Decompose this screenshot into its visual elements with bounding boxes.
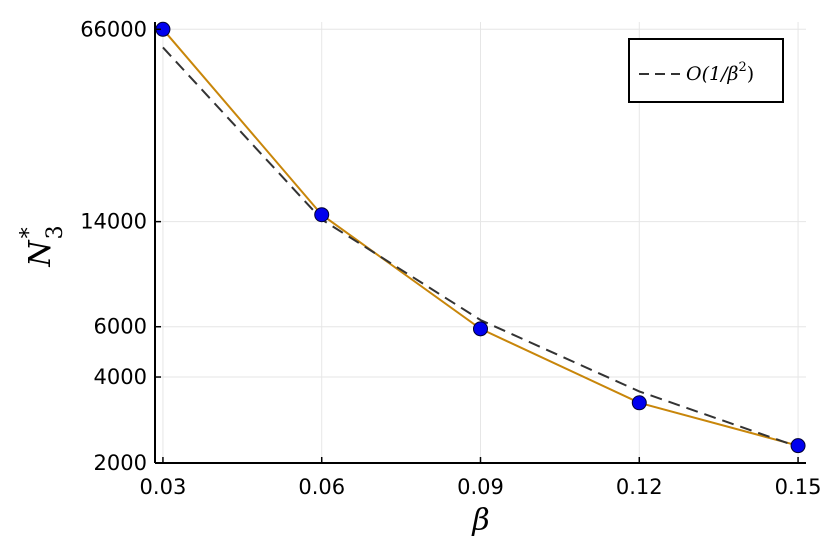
y-axis-label-sub: 3 <box>43 225 68 239</box>
x-tick-label: 0.09 <box>457 475 504 499</box>
x-tick-label: 0.12 <box>616 475 663 499</box>
legend: O(1/β2) <box>628 38 784 103</box>
data-point <box>314 207 330 223</box>
legend-label: O(1/β2) <box>686 60 754 85</box>
x-axis-label: β <box>471 503 489 538</box>
data-point <box>631 395 647 411</box>
x-tick-label: 0.03 <box>140 475 187 499</box>
y-tick-label: 66000 <box>80 17 147 41</box>
y-tick-label: 14000 <box>80 210 147 234</box>
y-axis-label-base: N <box>23 239 58 268</box>
x-tick-label: 0.06 <box>298 475 345 499</box>
data-point <box>790 438 806 454</box>
series-line-reference <box>162 46 799 448</box>
x-tick-label: 0.15 <box>775 475 822 499</box>
y-tick-label: 2000 <box>94 451 147 475</box>
legend-box <box>628 38 784 103</box>
y-axis-label: N*3 <box>17 225 68 267</box>
y-axis-label-sup: * <box>17 227 42 238</box>
grid <box>155 22 806 464</box>
y-tick-label: 4000 <box>94 365 147 389</box>
y-ticks: 2000 4000 6000 14000 66000 <box>80 17 161 475</box>
x-ticks: 0.03 0.06 0.09 0.12 0.15 <box>140 457 822 499</box>
data-point <box>473 321 488 337</box>
y-tick-label: 6000 <box>94 315 147 339</box>
